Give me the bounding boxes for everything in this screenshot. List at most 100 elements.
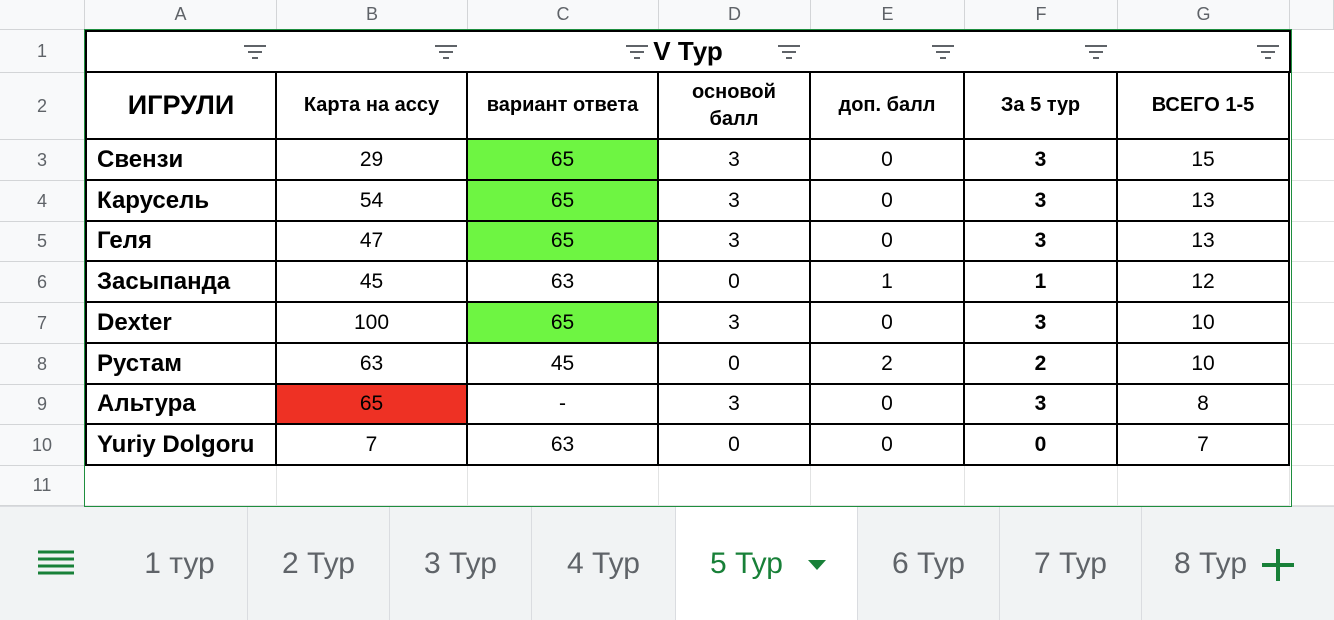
player-name[interactable]: Свензи [85, 140, 277, 181]
column-title[interactable]: Карта на ассу [277, 73, 468, 140]
cell[interactable]: 65 [468, 181, 659, 222]
player-name[interactable]: Засыпанда [85, 262, 277, 303]
cell[interactable] [1291, 385, 1334, 425]
cell[interactable]: 2 [965, 344, 1118, 385]
cell[interactable]: 63 [277, 344, 468, 385]
cell[interactable]: 0 [659, 344, 811, 385]
cell[interactable]: 54 [277, 181, 468, 222]
cell[interactable] [1291, 344, 1334, 385]
row-header[interactable]: 9 [0, 385, 85, 425]
cell[interactable]: 3 [659, 222, 811, 262]
table-title[interactable]: V Тур [85, 30, 1291, 73]
filter-icon[interactable] [625, 44, 649, 60]
sheet-tab[interactable]: 5 Тур [676, 507, 858, 620]
cell[interactable]: 13 [1118, 181, 1290, 222]
filter-icon[interactable] [1084, 44, 1108, 60]
cell[interactable] [1291, 303, 1334, 344]
filter-icon[interactable] [777, 44, 801, 60]
cell[interactable]: 0 [811, 385, 965, 425]
filter-icon[interactable] [434, 44, 458, 60]
cell[interactable]: 2 [811, 344, 965, 385]
cell[interactable] [85, 466, 277, 506]
player-name[interactable]: Геля [85, 222, 277, 262]
cell[interactable] [1118, 466, 1290, 506]
column-title[interactable]: основой балл [659, 73, 811, 140]
sheet-tab[interactable]: 2 Тур [248, 507, 390, 620]
cell[interactable] [1291, 181, 1334, 222]
cell[interactable]: 45 [277, 262, 468, 303]
player-name[interactable]: Рустам [85, 344, 277, 385]
column-header[interactable]: F [965, 0, 1118, 30]
cell[interactable]: 8 [1118, 385, 1290, 425]
cell[interactable]: 0 [659, 425, 811, 466]
row-header[interactable]: 10 [0, 425, 85, 466]
row-header[interactable]: 3 [0, 140, 85, 181]
cell[interactable]: 12 [1118, 262, 1290, 303]
cell[interactable]: 3 [659, 303, 811, 344]
column-title[interactable]: ИГРУЛИ [85, 73, 277, 140]
cell[interactable] [811, 466, 965, 506]
cell[interactable] [1291, 466, 1334, 506]
cell[interactable]: 3 [965, 140, 1118, 181]
tab-menu-arrow[interactable] [807, 559, 827, 571]
add-sheet-button[interactable] [1248, 507, 1308, 620]
cell[interactable] [1291, 140, 1334, 181]
cell[interactable] [1291, 222, 1334, 262]
cell[interactable]: 3 [965, 303, 1118, 344]
player-name[interactable]: Карусель [85, 181, 277, 222]
row-header[interactable]: 5 [0, 222, 85, 262]
column-header[interactable]: G [1118, 0, 1290, 30]
column-title[interactable]: За 5 тур [965, 73, 1118, 140]
column-header[interactable]: D [659, 0, 811, 30]
cell[interactable]: 10 [1118, 303, 1290, 344]
cell[interactable] [1291, 262, 1334, 303]
cell[interactable]: 1 [965, 262, 1118, 303]
sheet-tab[interactable]: 1 тур [112, 507, 248, 620]
filter-icon[interactable] [1256, 44, 1280, 60]
cell[interactable]: 7 [1118, 425, 1290, 466]
column-title[interactable]: доп. балл [811, 73, 965, 140]
row-header[interactable]: 2 [0, 73, 85, 140]
cell[interactable]: 45 [468, 344, 659, 385]
cell[interactable]: 63 [468, 262, 659, 303]
cell[interactable]: 3 [965, 385, 1118, 425]
cell[interactable]: 0 [811, 425, 965, 466]
cell[interactable] [277, 466, 468, 506]
column-header[interactable]: A [85, 0, 277, 30]
cell[interactable]: 3 [659, 140, 811, 181]
cell[interactable]: 7 [277, 425, 468, 466]
cell[interactable]: 0 [965, 425, 1118, 466]
sheet-tab[interactable]: 4 Тур [532, 507, 676, 620]
cell[interactable] [659, 466, 811, 506]
cell[interactable]: 0 [811, 140, 965, 181]
sheet-tab[interactable]: 7 Тур [1000, 507, 1142, 620]
cell[interactable]: 1 [811, 262, 965, 303]
cell[interactable]: 10 [1118, 344, 1290, 385]
cell[interactable]: 0 [811, 303, 965, 344]
player-name[interactable]: Альтура [85, 385, 277, 425]
cell[interactable]: 29 [277, 140, 468, 181]
cell[interactable]: 65 [468, 222, 659, 262]
cell[interactable]: 65 [277, 385, 468, 425]
column-header[interactable]: C [468, 0, 659, 30]
cell[interactable] [1291, 73, 1334, 140]
filter-icon[interactable] [243, 44, 267, 60]
row-header[interactable]: 1 [0, 30, 85, 73]
cell[interactable]: 0 [811, 222, 965, 262]
cell[interactable]: 3 [965, 181, 1118, 222]
cell[interactable]: 100 [277, 303, 468, 344]
cell[interactable]: 3 [659, 385, 811, 425]
column-header[interactable]: B [277, 0, 468, 30]
row-header[interactable]: 4 [0, 181, 85, 222]
cell[interactable]: 47 [277, 222, 468, 262]
cell[interactable]: 63 [468, 425, 659, 466]
cell[interactable]: 0 [659, 262, 811, 303]
sheet-tab[interactable]: 3 Тур [390, 507, 532, 620]
all-sheets-button[interactable] [0, 507, 112, 620]
column-header[interactable]: E [811, 0, 965, 30]
column-title[interactable]: вариант ответа [468, 73, 659, 140]
player-name[interactable]: Yuriy Dolgoru [85, 425, 277, 466]
filter-icon[interactable] [931, 44, 955, 60]
cell[interactable]: 0 [811, 181, 965, 222]
cell[interactable]: 65 [468, 303, 659, 344]
